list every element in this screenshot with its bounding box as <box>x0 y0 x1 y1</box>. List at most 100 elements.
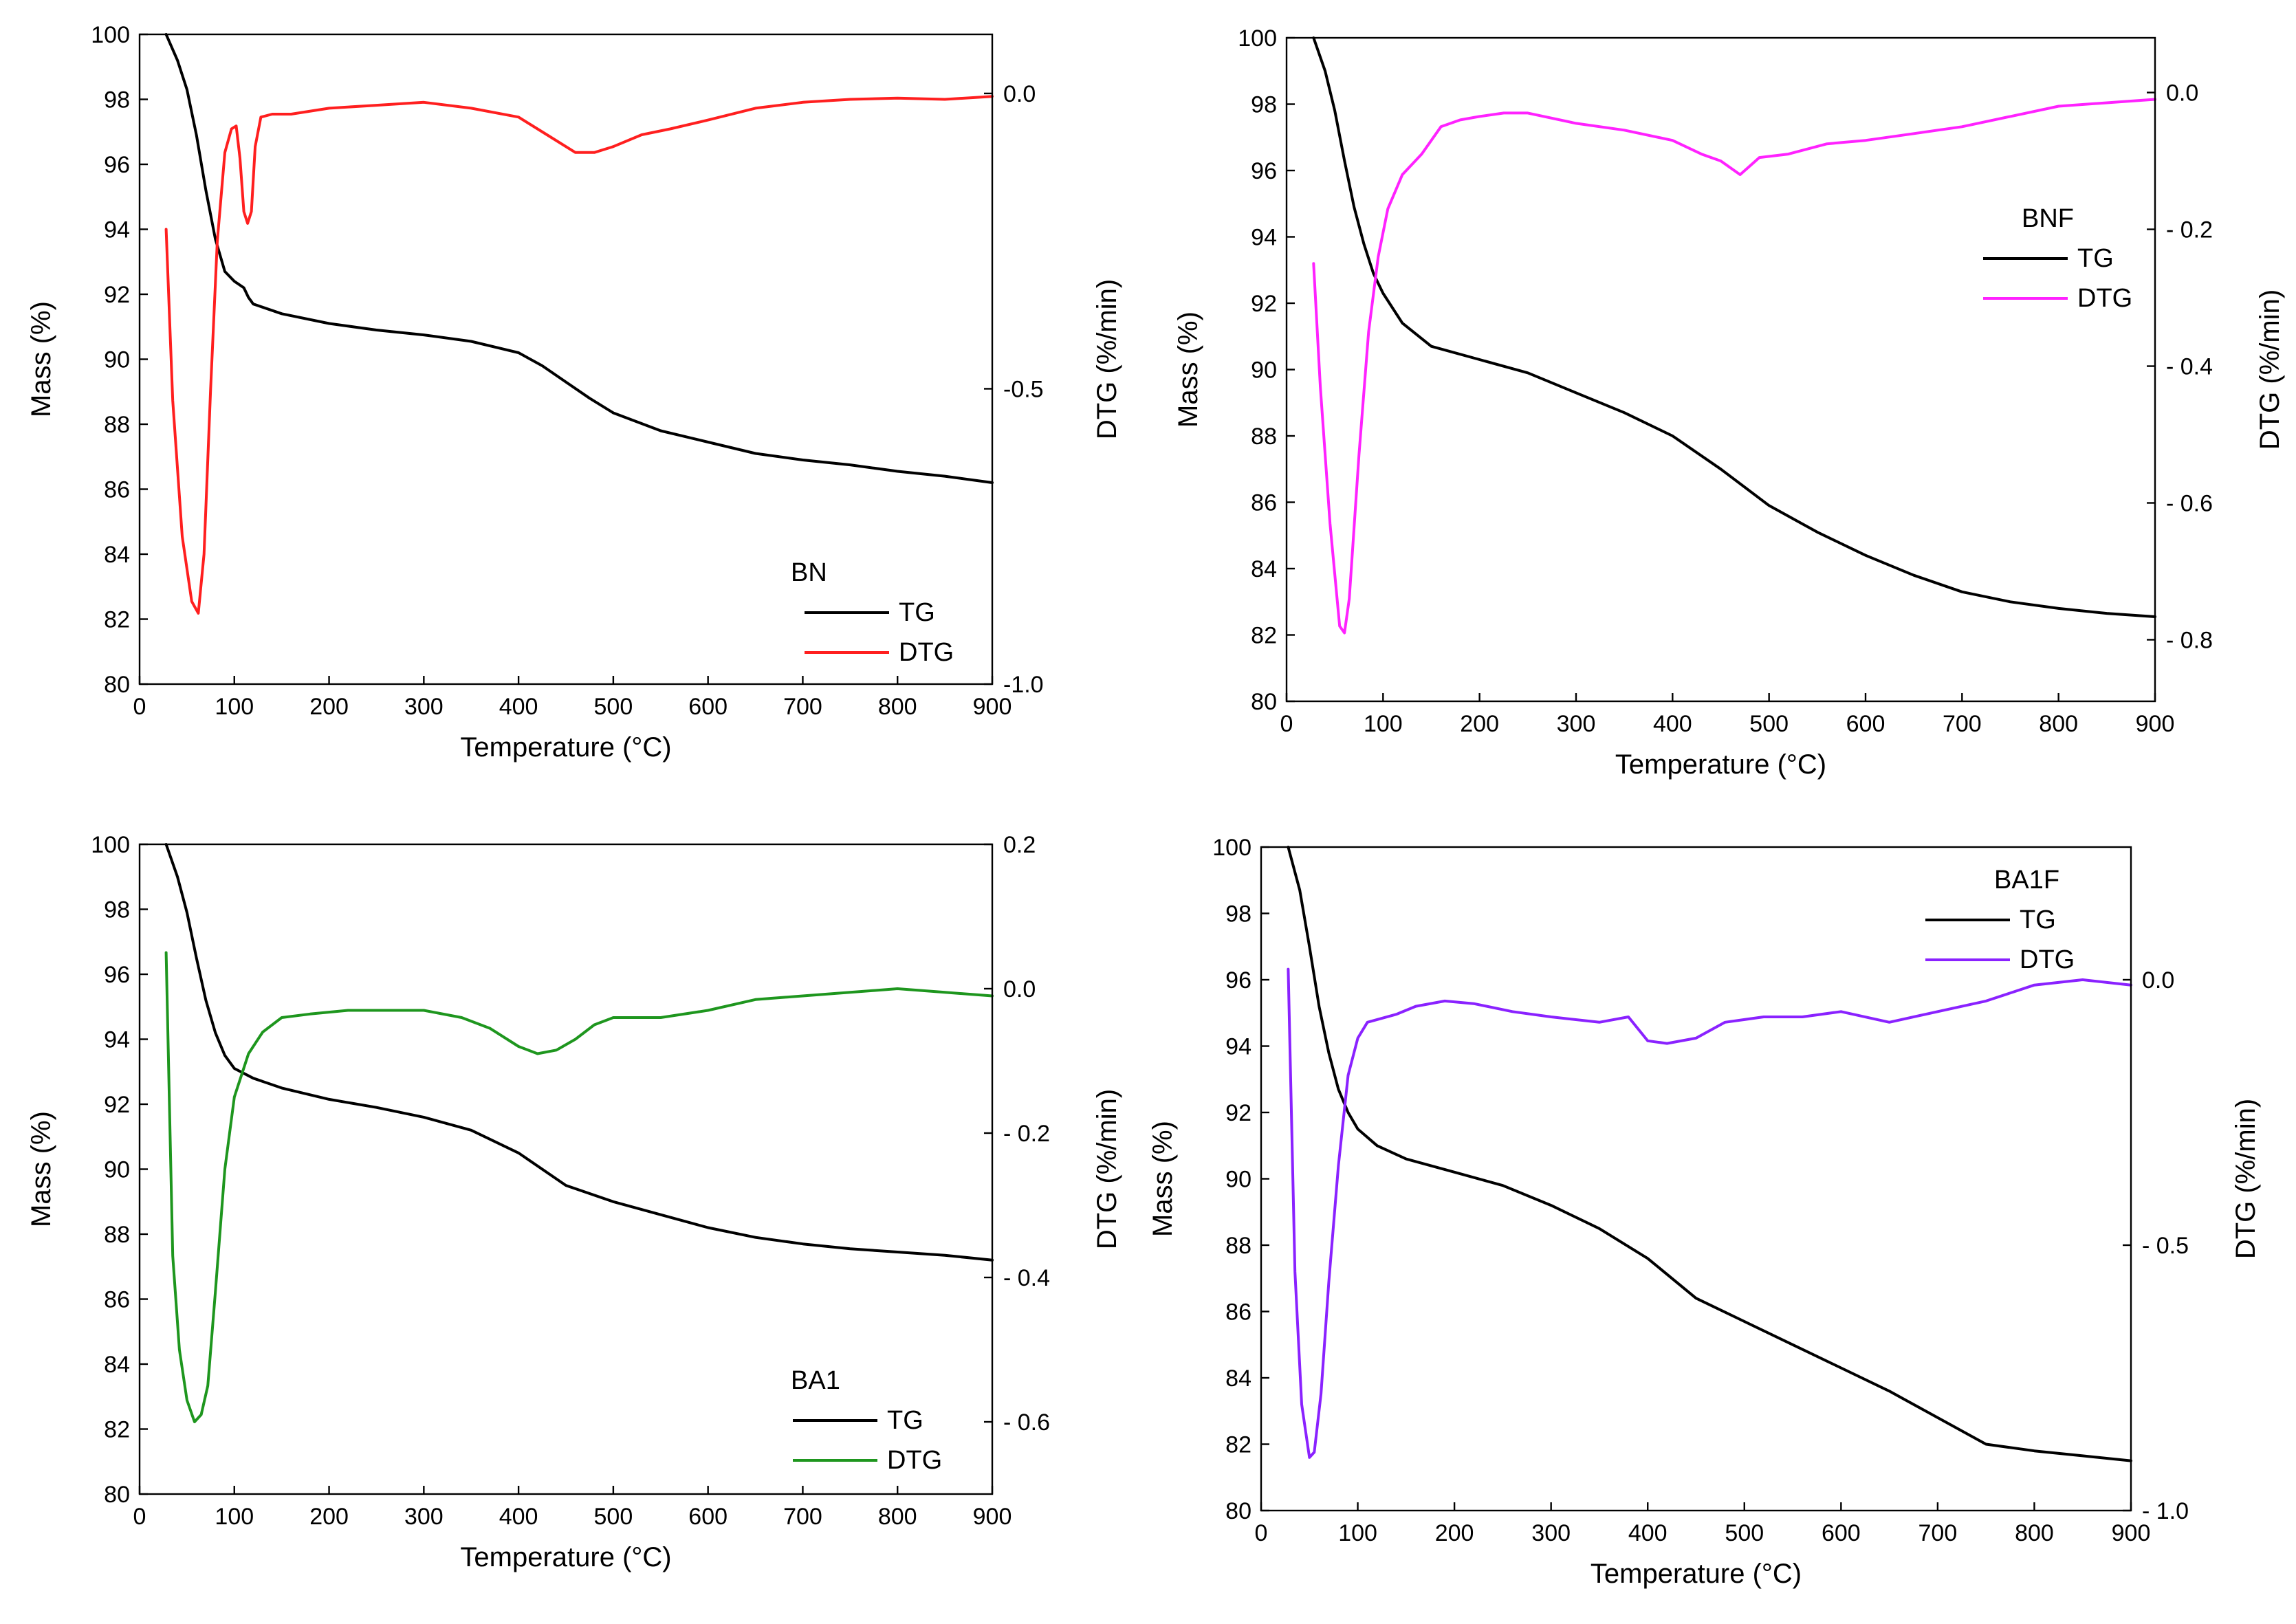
legend: BA1F TG DTG <box>1925 866 2075 974</box>
x-tick-label: 500 <box>594 694 633 720</box>
x-tick-label: 200 <box>1460 711 1499 737</box>
x-tick-label: 200 <box>309 694 349 720</box>
y2-tick-label: - 0.8 <box>2166 627 2213 653</box>
x-tick-label: 700 <box>783 1504 822 1530</box>
y-tick-label: 80 <box>1225 1498 1251 1524</box>
y-tick-label: 88 <box>1225 1233 1251 1259</box>
legend-title: BN <box>791 558 827 587</box>
x-tick-label: 800 <box>878 694 917 720</box>
x-axis-title: Temperature (°C) <box>460 1542 671 1572</box>
x-tick-label: 100 <box>1338 1520 1377 1546</box>
y2-tick-label: - 0.2 <box>2166 217 2213 243</box>
y-tick-label: 96 <box>1251 158 1277 184</box>
y-tick-label: 98 <box>104 897 130 923</box>
x-tick-label: 700 <box>1943 711 1982 737</box>
y-tick-label: 100 <box>1238 25 1277 52</box>
y-tick-label: 92 <box>1225 1100 1251 1126</box>
y-tick-label: 82 <box>1225 1432 1251 1458</box>
x-tick-label: 0 <box>1255 1520 1268 1546</box>
y2-tick-label: 0.0 <box>2142 967 2174 994</box>
series-tg-line <box>164 843 994 1262</box>
x-tick-label: 600 <box>688 694 728 720</box>
x-tick-label: 0 <box>133 1504 146 1530</box>
y-tick-label: 86 <box>1251 490 1277 516</box>
x-tick-label: 900 <box>973 1504 1012 1530</box>
series-dtg-line <box>164 951 994 1423</box>
y-tick-label: 96 <box>104 962 130 988</box>
y-tick-label: 92 <box>104 1092 130 1118</box>
x-tick-label: 700 <box>783 694 822 720</box>
y-tick-label: 88 <box>104 1222 130 1248</box>
x-axis-title: Temperature (°C) <box>1590 1559 1802 1589</box>
y-tick-label: 86 <box>104 477 130 503</box>
legend-label-tg: TG <box>2020 906 2056 934</box>
series-dtg-line <box>164 95 994 615</box>
y-tick-label: 90 <box>1251 358 1277 384</box>
legend-label-tg: TG <box>899 598 935 627</box>
x-tick-label: 800 <box>2015 1520 2054 1546</box>
legend-title: BA1 <box>791 1366 840 1395</box>
x-axis-title: Temperature (°C) <box>1615 749 1826 780</box>
x-tick-label: 500 <box>1749 711 1789 737</box>
x-tick-label: 400 <box>499 694 538 720</box>
legend-label-dtg: DTG <box>899 638 954 667</box>
x-tick-label: 100 <box>1364 711 1403 737</box>
y-axis-title: Mass (%) <box>26 301 56 417</box>
y2-axis-title: DTG (%/min) <box>1092 1089 1122 1249</box>
y-tick-label: 82 <box>104 1417 130 1443</box>
y2-tick-label: 0.2 <box>1003 832 1036 858</box>
y-tick-label: 84 <box>104 1352 130 1378</box>
y-tick-label: 84 <box>1225 1365 1251 1392</box>
y2-axis-title: DTG (%/min) <box>1092 279 1122 439</box>
series-tg-line <box>164 33 994 484</box>
y2-tick-label: - 0.6 <box>1003 1409 1050 1436</box>
x-tick-label: 0 <box>1280 711 1293 737</box>
x-tick-label: 900 <box>2112 1520 2151 1546</box>
plot-frame <box>138 33 994 685</box>
legend: BN TG DTG <box>791 558 954 667</box>
y-tick-label: 92 <box>1251 291 1277 317</box>
legend-label-dtg: DTG <box>2077 284 2132 313</box>
y2-tick-label: - 1.0 <box>2142 1498 2189 1524</box>
x-tick-label: 800 <box>878 1504 917 1530</box>
y-tick-label: 80 <box>104 672 130 698</box>
x-tick-label: 900 <box>973 694 1012 720</box>
y-axis-title: Mass (%) <box>26 1111 56 1227</box>
legend-label-tg: TG <box>2077 244 2114 273</box>
y2-axis-title: DTG (%/min) <box>2231 1099 2261 1259</box>
series-dtg-line <box>1287 967 2132 1459</box>
x-tick-label: 600 <box>1822 1520 1861 1546</box>
y2-tick-label: - 0.5 <box>2142 1233 2189 1259</box>
x-tick-label: 800 <box>2039 711 2078 737</box>
y-tick-label: 100 <box>91 832 130 858</box>
panel-ba1: 0 100 200 300 400 500 600 700 800 900 80 82 84 86 88 90… <box>26 832 1122 1572</box>
legend-label-dtg: DTG <box>2020 945 2075 974</box>
x-tick-label: 300 <box>404 1504 444 1530</box>
x-tick-label: 500 <box>594 1504 633 1530</box>
y2-tick-label: - 0.6 <box>2166 490 2213 516</box>
y-tick-label: 82 <box>104 607 130 633</box>
y-tick-label: 88 <box>1251 424 1277 450</box>
x-tick-label: 100 <box>215 1504 254 1530</box>
legend: BNF TG DTG <box>1983 204 2132 313</box>
panel-bn: 0 100 200 300 400 500 600 700 800 900 80 82 84 86 88 90… <box>26 22 1122 762</box>
x-axis-title: Temperature (°C) <box>460 732 671 762</box>
y-tick-label: 86 <box>104 1287 130 1313</box>
y-tick-label: 90 <box>104 1157 130 1183</box>
x-tick-label: 300 <box>1557 711 1596 737</box>
series-tg-line <box>1287 846 2132 1462</box>
legend-label-dtg: DTG <box>887 1446 942 1475</box>
y2-tick-label: -0.5 <box>1003 376 1044 402</box>
x-tick-label: 400 <box>499 1504 538 1530</box>
y-tick-label: 90 <box>1225 1167 1251 1193</box>
series-dtg-line <box>1312 98 2156 635</box>
y-tick-label: 88 <box>104 412 130 438</box>
y2-tick-label: 0.0 <box>1003 81 1036 107</box>
y-tick-label: 94 <box>1225 1034 1251 1060</box>
y2-tick-label: 0.0 <box>2166 80 2198 107</box>
legend-title: BA1F <box>1994 866 2059 895</box>
panel-ba1f: 0 100 200 300 400 500 600 700 800 900 80 82 84 86 88 90… <box>1148 835 2261 1589</box>
y-tick-label: 80 <box>104 1482 130 1508</box>
x-tick-label: 200 <box>1435 1520 1474 1546</box>
